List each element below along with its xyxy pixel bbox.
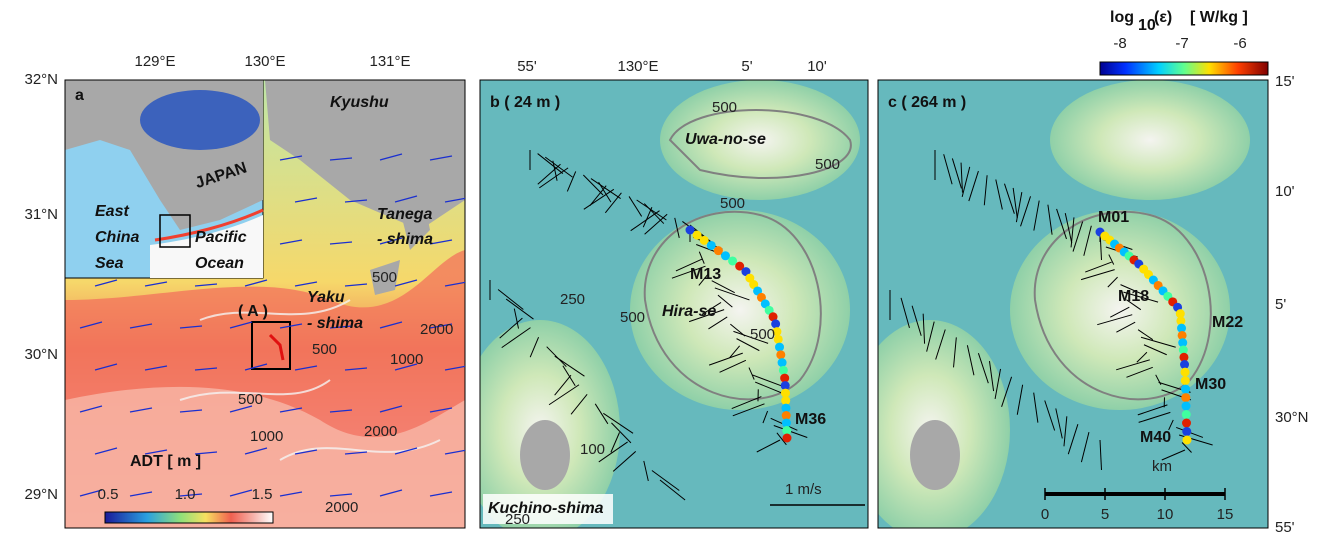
contour-label: 1000 bbox=[390, 351, 423, 368]
lon-label: 55' bbox=[517, 58, 537, 75]
contour-label: 250 bbox=[505, 511, 530, 528]
figure: log 10 (ε) [ W/kg ] -8 -7 -6 129°E 130°E 131°E 32°… bbox=[0, 0, 1338, 535]
place-label: Hira-se bbox=[662, 303, 716, 320]
station-label: M13 bbox=[690, 266, 721, 283]
lat-label: 10' bbox=[1275, 183, 1295, 200]
measurement-dot bbox=[1182, 427, 1191, 436]
region-label: Pacific bbox=[195, 229, 247, 246]
measurement-dot bbox=[779, 366, 788, 375]
station-label: M18 bbox=[1118, 288, 1149, 305]
panel-label: b ( 24 m ) bbox=[490, 94, 560, 111]
colorbar-title: (ε) bbox=[1154, 9, 1172, 26]
contour-label: 500 bbox=[620, 309, 645, 326]
scale-tick-label: 10 bbox=[1157, 506, 1174, 523]
lon-label: 130°E bbox=[244, 53, 285, 70]
contour-label: 2000 bbox=[364, 423, 397, 440]
contour-label: 100 bbox=[580, 441, 605, 458]
contour-label: 500 bbox=[815, 156, 840, 173]
scale-tick-label: 15 bbox=[1217, 506, 1234, 523]
measurement-dot bbox=[776, 350, 785, 359]
place-label: Tanega bbox=[377, 206, 433, 223]
colorbar-tick-label: -8 bbox=[1113, 35, 1126, 52]
lat-label: 55' bbox=[1275, 519, 1295, 535]
scale-tick-label: 0 bbox=[1041, 506, 1049, 523]
colorbar-title: log bbox=[1110, 9, 1134, 26]
lat-label: 32°N bbox=[24, 71, 58, 88]
measurement-dot bbox=[1181, 368, 1190, 377]
region-label: Sea bbox=[95, 255, 124, 272]
measurement-dot bbox=[1181, 376, 1190, 385]
lon-label: 131°E bbox=[369, 53, 410, 70]
colorbar-tick-label: -6 bbox=[1233, 35, 1246, 52]
station-label: M40 bbox=[1140, 429, 1171, 446]
measurement-dot bbox=[778, 358, 787, 367]
lat-label: 31°N bbox=[24, 206, 58, 223]
region-label: China bbox=[95, 229, 140, 246]
contour-label: 2000 bbox=[325, 499, 358, 516]
contour-label: 500 bbox=[712, 99, 737, 116]
epsilon-colorbar bbox=[1100, 62, 1268, 75]
place-label: Kyushu bbox=[330, 94, 389, 111]
lat-label: 5' bbox=[1275, 296, 1286, 313]
contour-label: 1000 bbox=[250, 428, 283, 445]
place-label: - shima bbox=[307, 315, 363, 332]
station-label: M22 bbox=[1212, 314, 1243, 331]
place-label: - shima bbox=[377, 231, 433, 248]
scale-unit: km bbox=[1152, 458, 1172, 475]
measurement-dot bbox=[1182, 419, 1191, 428]
adt-colorbar bbox=[105, 512, 273, 523]
lon-label: 5' bbox=[741, 58, 752, 75]
contour-label: 500 bbox=[238, 391, 263, 408]
scale-tick-label: 5 bbox=[1101, 506, 1109, 523]
colorbar-title: ADT [ m ] bbox=[130, 453, 201, 470]
contour-label: 500 bbox=[720, 195, 745, 212]
lat-label: 29°N bbox=[24, 486, 58, 503]
station-label: M30 bbox=[1195, 376, 1226, 393]
colorbar-title: [ W/kg ] bbox=[1190, 9, 1248, 26]
measurement-dot bbox=[1181, 385, 1190, 394]
lat-label: 30°N bbox=[1275, 409, 1309, 426]
colorbar-tick-label: 0.5 bbox=[98, 486, 119, 503]
station-label: M01 bbox=[1098, 209, 1129, 226]
measurement-dot bbox=[783, 434, 792, 443]
contour-label: 250 bbox=[560, 291, 585, 308]
inset-label: a bbox=[75, 87, 84, 104]
measurement-dot bbox=[1181, 393, 1190, 402]
measurement-dot bbox=[1182, 410, 1191, 419]
lat-label: 15' bbox=[1275, 73, 1295, 90]
measurement-dot bbox=[1182, 402, 1191, 411]
station-label: M36 bbox=[795, 411, 826, 428]
colorbar-tick-label: -7 bbox=[1175, 35, 1188, 52]
contour-label: 2000 bbox=[420, 321, 453, 338]
place-label: Uwa-no-se bbox=[685, 131, 766, 148]
region-label: Ocean bbox=[195, 255, 244, 272]
panel-label: c ( 264 m ) bbox=[888, 94, 966, 111]
colorbar-tick-label: 1.5 bbox=[252, 486, 273, 503]
scale-label: 1 m/s bbox=[785, 481, 822, 498]
contour-label: 500 bbox=[750, 326, 775, 343]
colorbar-tick-label: 1.0 bbox=[175, 486, 196, 503]
lon-label: 10' bbox=[807, 58, 827, 75]
measurement-dot bbox=[775, 343, 784, 352]
place-label: Yaku bbox=[307, 289, 345, 306]
region-label: East bbox=[95, 203, 129, 220]
contour-label: 500 bbox=[372, 269, 397, 286]
box-label: ( A ) bbox=[238, 303, 268, 320]
lon-label: 129°E bbox=[134, 53, 175, 70]
contour-label: 500 bbox=[312, 341, 337, 358]
measurement-dot bbox=[1183, 436, 1192, 445]
lon-label: 130°E bbox=[617, 58, 658, 75]
lat-label: 30°N bbox=[24, 346, 58, 363]
measurement-dot bbox=[774, 335, 783, 344]
